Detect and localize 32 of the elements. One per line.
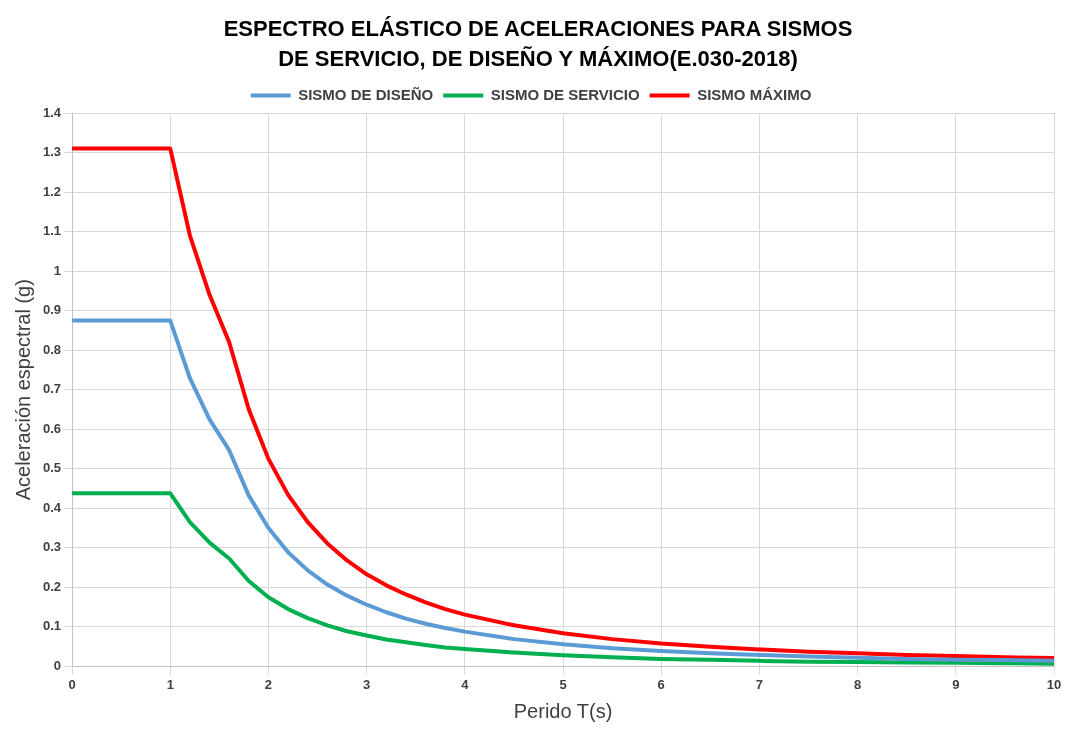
y-tick-label: 1.2 xyxy=(42,183,62,199)
x-tick-label: 9 xyxy=(952,676,960,692)
x-tick-label: 5 xyxy=(559,676,567,692)
y-tick-label: 0 xyxy=(53,657,62,673)
y-tick-label: 0.8 xyxy=(42,341,62,357)
y-tick-label: 0.3 xyxy=(42,539,62,555)
x-tick-label: 0 xyxy=(68,676,76,692)
chart-title: ESPECTRO ELÁSTICO DE ACELERACIONES PARA SISMOS DE SERVICIO, DE DISEÑO Y MÁXIMO(E.030-2018) xyxy=(222,15,854,73)
y-tick-label: 0.5 xyxy=(42,460,62,476)
legend-label: SISMO DE DISEÑO xyxy=(298,85,434,103)
y-tick-label: 0.9 xyxy=(42,302,62,318)
y-tick-label: 0.1 xyxy=(42,618,62,634)
x-tick-label: 6 xyxy=(657,676,665,692)
x-tick-label: 10 xyxy=(1046,676,1062,692)
y-axis-title: Aceleración espectral (g) xyxy=(11,279,34,501)
x-tick-label: 7 xyxy=(755,676,764,692)
legend-label: SISMO MÁXIMO xyxy=(697,85,812,103)
y-tick-label: 0.6 xyxy=(42,420,62,436)
x-axis-title: Perido T(s) xyxy=(513,699,613,722)
y-tick-label: 0.7 xyxy=(42,381,62,397)
y-tick-label: 0.2 xyxy=(42,578,62,594)
x-tick-label: 4 xyxy=(461,676,470,692)
x-tick-label: 1 xyxy=(166,676,174,692)
y-tick-label: 1.3 xyxy=(42,144,62,160)
x-tick-label: 8 xyxy=(854,676,862,692)
y-tick-label: 1.4 xyxy=(42,104,62,120)
x-tick-label: 2 xyxy=(264,676,273,692)
y-tick-label: 1.1 xyxy=(42,223,62,239)
legend-label: SISMO DE SERVICIO xyxy=(490,85,640,103)
y-tick-label: 1 xyxy=(53,262,62,278)
x-tick-label: 3 xyxy=(363,676,371,692)
y-tick-label: 0.4 xyxy=(42,499,62,515)
